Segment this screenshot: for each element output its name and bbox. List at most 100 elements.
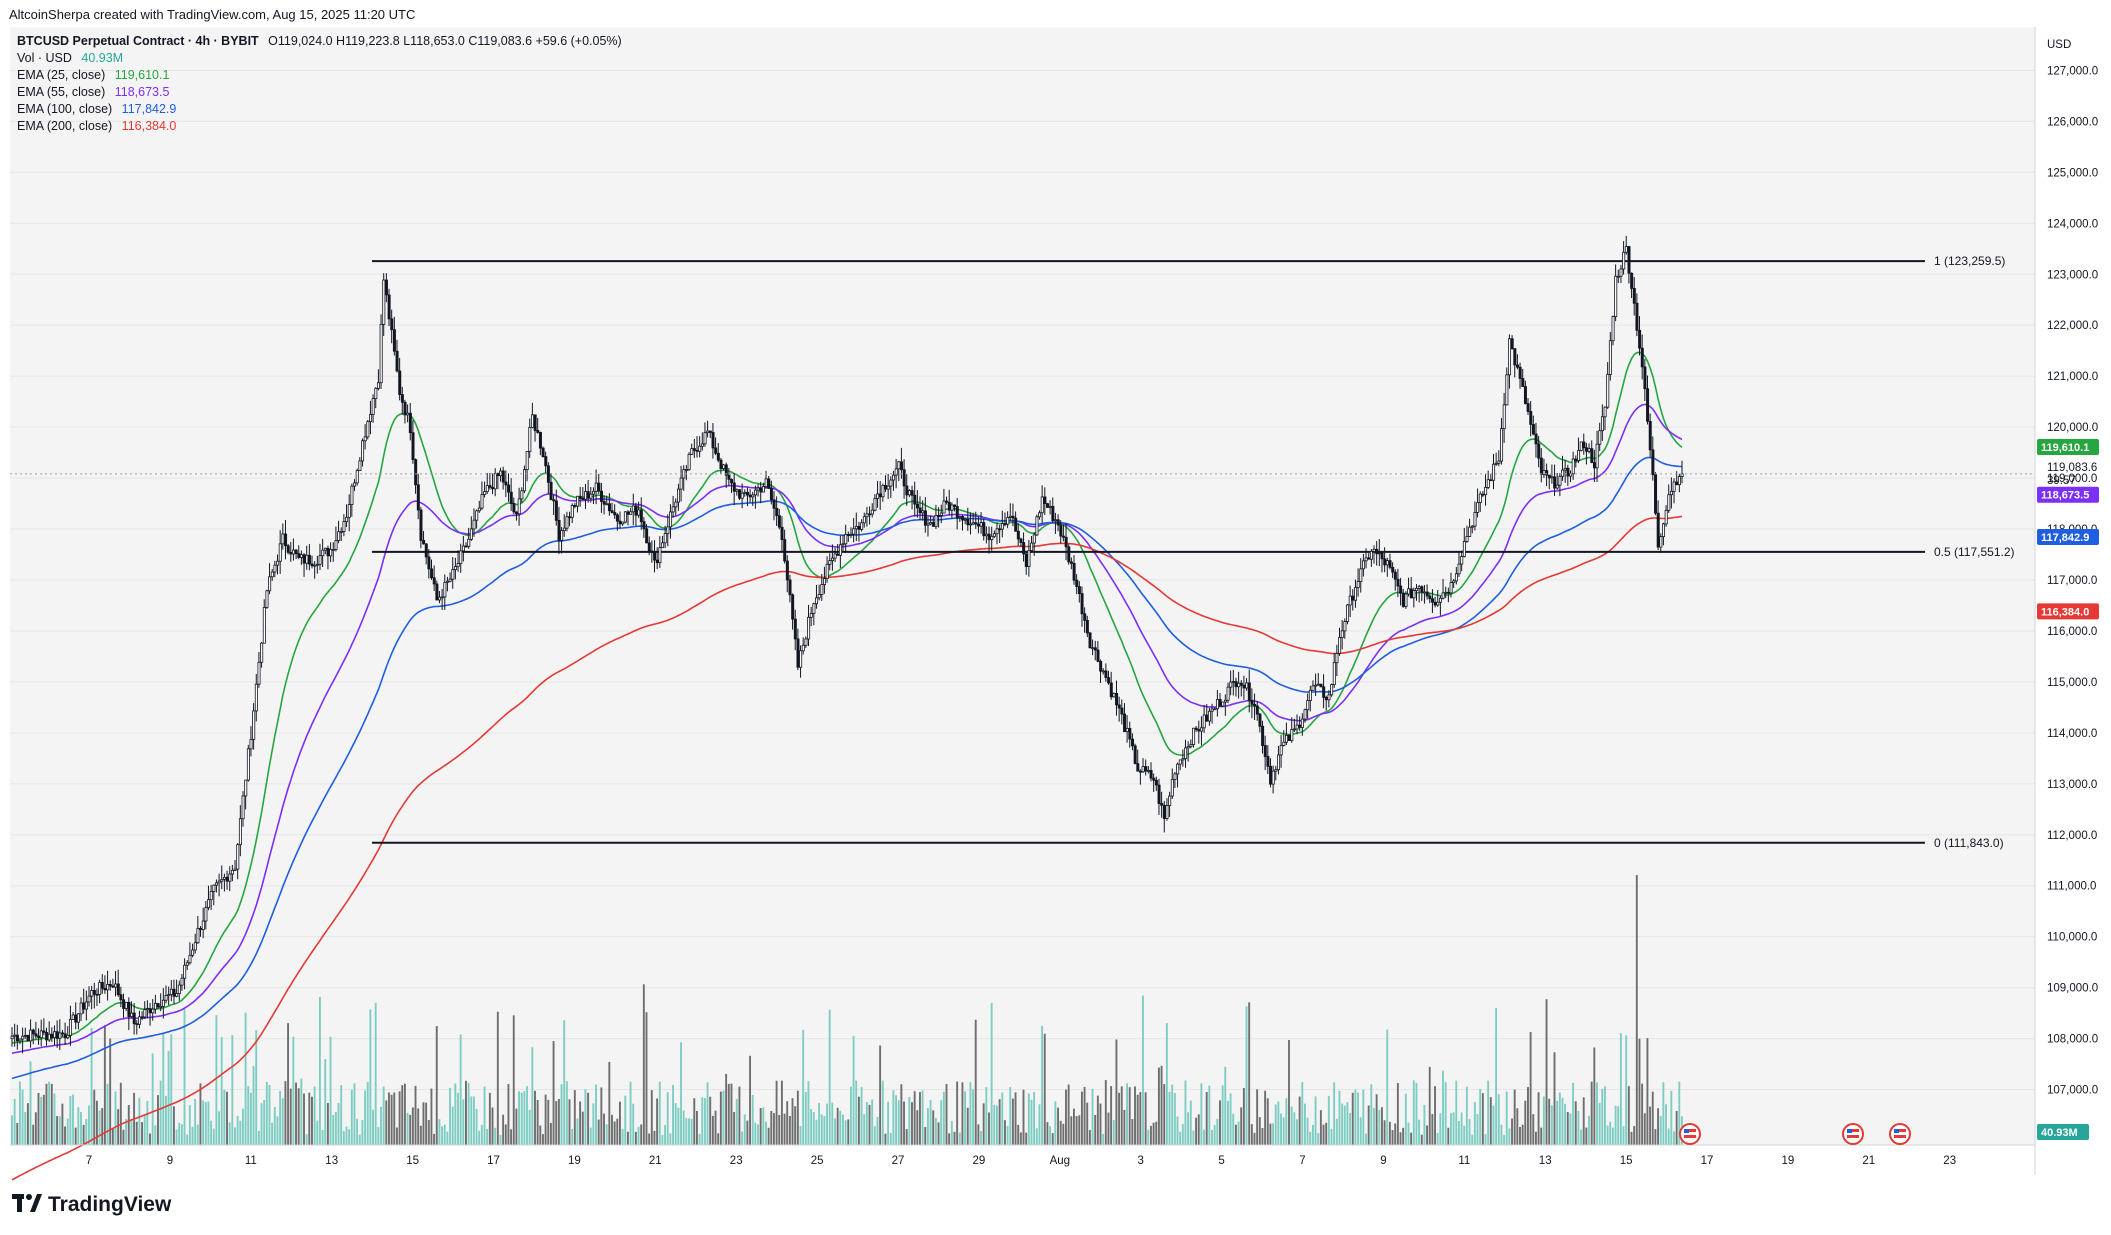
volume-bar: [746, 1120, 749, 1145]
us-event-flag-icon[interactable]: [1889, 1123, 1911, 1145]
candle-body: [1011, 515, 1015, 519]
candle-body: [1138, 770, 1142, 773]
candle-body: [1003, 523, 1007, 526]
volume-bar: [1598, 1102, 1601, 1145]
candle-body: [1298, 724, 1302, 728]
volume-bar: [868, 1104, 871, 1145]
volume-bar: [443, 1124, 446, 1145]
candle-body: [1136, 763, 1140, 772]
candle-body: [119, 994, 123, 1001]
volume-bar: [305, 1134, 308, 1145]
volume-bar: [146, 1100, 149, 1145]
candle-body: [1630, 272, 1634, 289]
volume-bar: [1654, 1129, 1657, 1145]
candle-body: [451, 569, 455, 580]
candle-body: [106, 984, 110, 991]
us-event-flag-icon[interactable]: [1842, 1123, 1864, 1145]
candle-body: [1476, 502, 1480, 513]
candle-body: [929, 522, 933, 525]
candle-body: [761, 486, 765, 493]
fib-retracement[interactable]: 1 (123,259.5) 0.5 (117,551.2) 0 (111,843.0…: [372, 254, 2015, 850]
volume-bar: [613, 1121, 616, 1145]
volume-bar: [1290, 1106, 1293, 1145]
volume-bar: [1675, 1110, 1678, 1145]
time-tick-label: 15: [1620, 1155, 1633, 1167]
candle-body: [533, 414, 537, 431]
volume-bar: [496, 1011, 499, 1145]
candle-body: [1462, 541, 1466, 557]
us-event-flag-icon[interactable]: [1679, 1123, 1701, 1145]
legend-symbol[interactable]: BTCUSD Perpetual Contract · 4h · BYBIT: [17, 34, 259, 48]
ema-200-line: [11, 515, 1683, 1181]
time-tick-label: 17: [1701, 1155, 1714, 1167]
volume-bar: [597, 1119, 600, 1145]
volume-bar: [350, 1089, 353, 1145]
volume-bar: [765, 1121, 767, 1145]
legend-ema-25[interactable]: EMA (25, close) 119,610.1: [17, 67, 622, 84]
legend-ema-200[interactable]: EMA (200, close) 116,384.0: [17, 118, 622, 135]
candle-body: [111, 985, 115, 988]
tradingview-logo[interactable]: TradingView: [12, 1192, 171, 1218]
candle-body: [342, 521, 346, 532]
candle-body: [278, 543, 282, 562]
volume-bar: [1678, 1081, 1681, 1145]
volume-bar: [775, 1080, 778, 1145]
candle-body: [706, 430, 710, 434]
candle-body: [857, 526, 861, 530]
volume-bar: [1240, 1107, 1243, 1145]
volume-bar: [332, 1114, 335, 1145]
ema-price-badge: [2037, 529, 2099, 546]
candle-body: [276, 560, 280, 566]
volume-bar: [109, 1038, 112, 1145]
candle-body: [905, 485, 909, 496]
candle-body: [491, 486, 495, 490]
candle-body: [1515, 364, 1519, 368]
time-axis[interactable]: 7 9 11 13 15 17 19 21 23 25 27 29 Aug 3 5 7 9 11 13 15 17 19 2…: [10, 1144, 2035, 1167]
candle-body: [754, 489, 758, 496]
price-badges: 119,610.1 118,673.5 117,842.9 116,384.0 119,…: [10, 439, 2099, 1145]
candle-body: [1582, 441, 1586, 449]
candle-body: [1141, 766, 1145, 773]
price-tick-label: 109,000.0: [2047, 983, 2098, 995]
candle-body: [886, 485, 890, 490]
volume-bar: [401, 1085, 404, 1145]
candle-body: [674, 501, 678, 508]
candle-body: [1133, 745, 1137, 765]
volume-bar: [780, 1080, 783, 1145]
legend-ema-55[interactable]: EMA (55, close) 118,673.5: [17, 84, 622, 101]
us-event-flag-stripe: [1894, 1129, 1906, 1132]
legend-ema-100[interactable]: EMA (100, close) 117,842.9: [17, 101, 622, 118]
candle-body: [1258, 713, 1262, 727]
legend-volume-row[interactable]: Vol · USD 40.93M: [17, 50, 622, 67]
candle-body: [483, 491, 487, 495]
candle-body: [1168, 795, 1172, 806]
volume-bar: [560, 1084, 563, 1145]
candle-body: [661, 542, 665, 549]
candle-body: [284, 533, 288, 547]
candle-body: [1523, 386, 1527, 404]
volume-bar: [191, 1126, 194, 1145]
candle-body: [1531, 424, 1535, 435]
price-axis[interactable]: USD 107,000.0 108,000.0 109,000.0 110,000.0 1…: [2034, 27, 2098, 1175]
volume-bar: [1099, 1103, 1102, 1145]
volume-bar: [1160, 1065, 1163, 1145]
volume-bar: [632, 1103, 635, 1145]
volume-bar: [1234, 1124, 1237, 1145]
volume-bar: [666, 1092, 669, 1145]
candle-body: [748, 494, 752, 498]
volume-bar: [1062, 1123, 1065, 1145]
volume-bar: [1224, 1066, 1227, 1145]
legend-ohlc: O119,024.0 H119,223.8 L118,653.0 C119,08…: [268, 34, 622, 48]
candle-body: [1614, 275, 1618, 317]
candle-body: [515, 511, 519, 515]
candle-body: [974, 522, 978, 525]
candle-body: [369, 414, 373, 423]
price-tick-label: 112,000.0: [2047, 830, 2097, 842]
candle-body: [1008, 515, 1012, 518]
volume-bar: [1431, 1114, 1434, 1145]
volume-bar: [215, 1015, 218, 1145]
volume-bar: [1410, 1132, 1413, 1145]
volume-bar: [1633, 1126, 1636, 1145]
candle-body: [552, 499, 556, 502]
